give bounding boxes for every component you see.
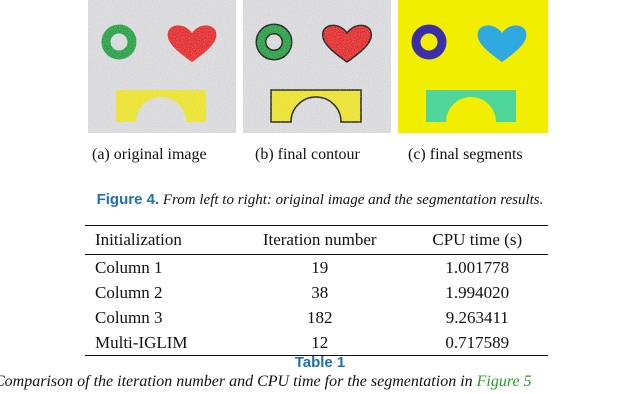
segments-image — [398, 0, 548, 133]
table-header: Iteration number — [232, 225, 407, 255]
table-cell: Column 3 — [95, 307, 163, 327]
figure-reference[interactable]: Figure 5 — [476, 373, 532, 390]
table-row: Multi-IGLIM 12 0.717589 — [85, 330, 548, 356]
table-row: Column 1 19 1.001778 — [85, 255, 548, 281]
table-cell: Column 2 — [95, 282, 163, 302]
table-cell: 9.263411 — [445, 307, 509, 327]
contour-image — [243, 0, 391, 133]
table-header: Initialization — [85, 225, 233, 255]
table-row: Column 3 182 9.263411 — [85, 305, 548, 330]
table-caption-text: Comparison of the iteration number and C… — [0, 373, 473, 390]
table-cell: 1.994020 — [445, 282, 510, 302]
figure-images — [88, 0, 548, 133]
subfigure-caption: (b) final contour — [255, 146, 360, 163]
figure-caption-text: From left to right: original image and t… — [162, 192, 544, 208]
table-cell: Column 1 — [95, 257, 163, 277]
subfigure-caption: (c) final segments — [408, 146, 523, 163]
table-cell: 182 — [306, 307, 333, 327]
original-image — [88, 0, 236, 133]
subfigure-caption: (a) original image — [92, 146, 207, 163]
table-caption: Comparison of the iteration number and C… — [0, 373, 532, 391]
table-cell: 1.001778 — [445, 257, 510, 277]
table-cell: 0.717589 — [445, 332, 510, 352]
figure-caption: Figure 4. From left to right: original i… — [0, 191, 640, 209]
table-cell: 38 — [311, 282, 329, 302]
table-label: Table 1 — [294, 354, 346, 371]
table-cell: 12 — [311, 332, 329, 352]
table-row: Column 2 38 1.994020 — [85, 280, 548, 305]
figure-label: Figure 4. — [96, 191, 160, 208]
table-cell: Multi-IGLIM — [95, 332, 188, 352]
table-cell: 19 — [311, 257, 329, 277]
results-table: Initialization Iteration number CPU time… — [85, 225, 548, 356]
table-header: CPU time (s) — [406, 225, 548, 255]
